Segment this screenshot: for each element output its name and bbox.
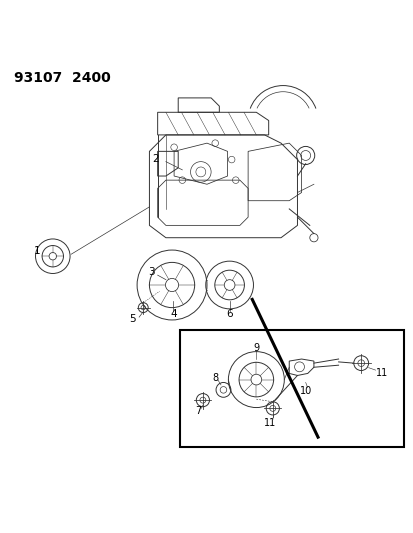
Text: 7: 7 (195, 406, 201, 416)
Text: 4: 4 (170, 309, 176, 319)
Text: 8: 8 (211, 373, 218, 383)
Text: 2: 2 (152, 154, 159, 164)
Bar (180, 330, 404, 447)
Text: 6: 6 (226, 309, 233, 319)
Text: 11: 11 (375, 368, 388, 378)
Text: 9: 9 (253, 343, 259, 352)
Text: 93107  2400: 93107 2400 (14, 71, 110, 85)
Text: 1: 1 (34, 246, 40, 256)
Text: 3: 3 (148, 267, 154, 277)
Text: 11: 11 (263, 418, 276, 428)
Text: 10: 10 (299, 386, 311, 395)
Text: 5: 5 (129, 314, 136, 324)
